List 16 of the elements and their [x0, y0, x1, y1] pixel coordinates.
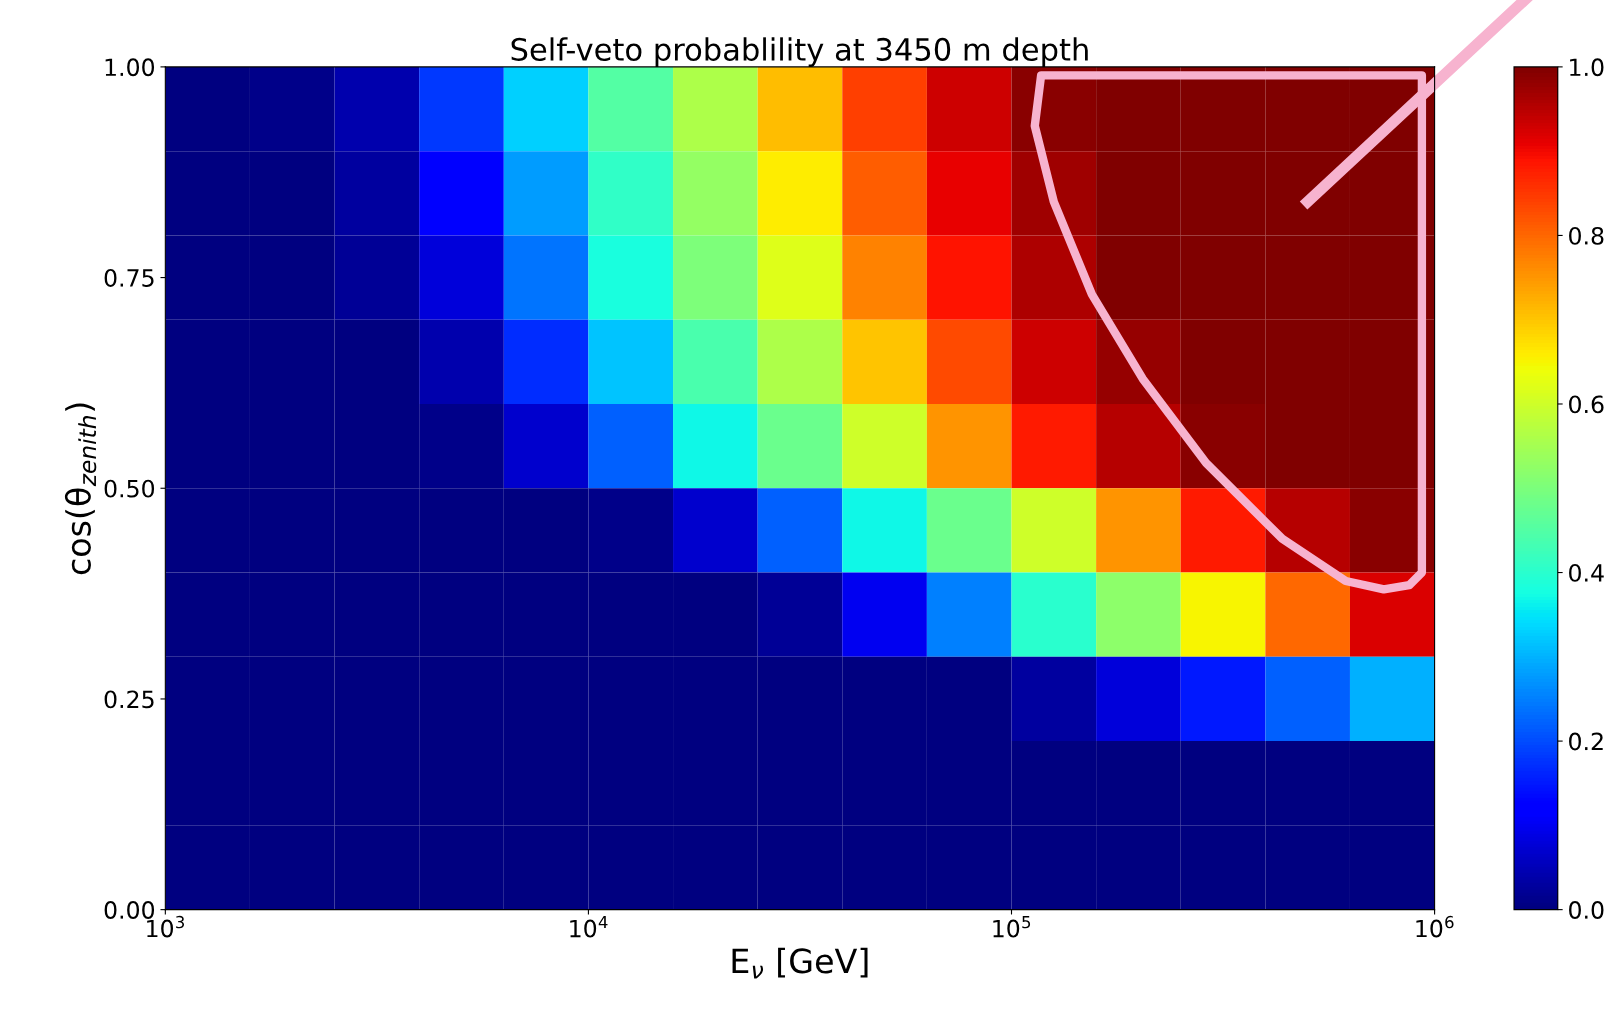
- color-bar-label: 0.0: [1569, 901, 1604, 919]
- color-bar-label: 1.0: [1570, 58, 1604, 77]
- x-axis-title: E$_{ν}$ [GeV]: [732, 947, 868, 979]
- x-tick-label: 10$^{4}$: [570, 916, 608, 938]
- y-tick-label: 0.50: [104, 479, 155, 498]
- x-tick-label: 10$^{6}$: [1416, 915, 1454, 938]
- y-tick-label: 0.25: [104, 690, 154, 709]
- x-tick-label: 10$^{5}$: [993, 916, 1031, 938]
- y-tick-label: 0.75: [104, 269, 154, 287]
- color-bar-label: 0.4: [1569, 563, 1604, 582]
- color-bar-label: 0.6: [1569, 395, 1604, 414]
- y-axis-title: cos(θ$_{zenith}$): [64, 403, 97, 575]
- color-bar-label: 0.2: [1569, 732, 1603, 751]
- y-tick-label: 1.00: [105, 58, 155, 77]
- chart-title: Self-veto probablility at 3450 m depth: [511, 37, 1088, 67]
- color-bar-label: 0.8: [1569, 226, 1604, 245]
